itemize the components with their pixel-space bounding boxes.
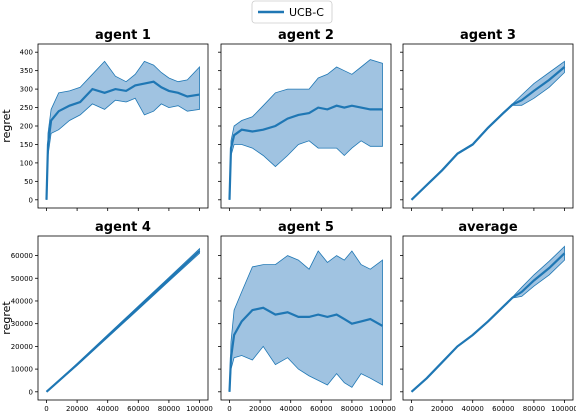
plot-frame <box>220 235 392 401</box>
series-line <box>45 80 200 200</box>
x-tick-label: 40000 <box>97 405 119 413</box>
x-tick-label: 60000 <box>310 405 332 413</box>
confidence-band <box>229 59 383 200</box>
series-line <box>228 104 383 200</box>
legend-label: UCB-C <box>289 6 324 19</box>
y-tick-label: 200 <box>20 123 33 131</box>
x-tick-label: 0 <box>409 405 413 413</box>
x-tick-label: 80000 <box>158 405 180 413</box>
y-tick-label: 30000 <box>11 320 33 328</box>
x-tick-label: 60000 <box>492 405 514 413</box>
legend: UCB-C <box>251 0 333 24</box>
series-line <box>228 306 384 392</box>
y-tick-label: 350 <box>20 67 33 75</box>
subplot-title: agent 1 <box>95 28 151 43</box>
y-tick-label: 10000 <box>11 366 33 374</box>
y-tick-label: 50 <box>24 178 33 186</box>
y-tick-label: 60000 <box>11 252 33 260</box>
subplot-title: average <box>458 220 518 235</box>
plot-frame <box>402 235 574 401</box>
y-tick-label: 150 <box>20 141 33 149</box>
subplot-grid: agent 1050100150200250300350400regretage… <box>0 28 576 416</box>
x-tick-label: 0 <box>44 405 48 413</box>
subplot-agent-4: agent 4 0 10000 20000 30000 40000 50000 60000 0 2… <box>0 220 213 416</box>
x-tick-label: 60000 <box>127 405 149 413</box>
y-tick-label: 250 <box>20 104 33 112</box>
subplot-agent-1: agent 1 0 50 100 150 200 250 300 350 400 regret <box>0 28 209 211</box>
legend-box <box>251 0 333 24</box>
y-tick-label: 0 <box>29 196 33 204</box>
x-tick-label: 20000 <box>249 405 271 413</box>
x-tick-label: 80000 <box>341 405 363 413</box>
series-line <box>410 66 566 201</box>
x-tick-label: 100000 <box>551 405 576 413</box>
y-tick-label: 400 <box>20 49 33 57</box>
series-line <box>410 252 566 393</box>
y-tick-label: 300 <box>20 86 33 94</box>
x-tick-label: 40000 <box>462 405 484 413</box>
plot-frame <box>37 235 209 401</box>
x-tick-label: 100000 <box>369 405 396 413</box>
subplot-title: agent 5 <box>278 220 334 235</box>
y-tick-label: 20000 <box>11 343 33 351</box>
x-tick-label: 80000 <box>523 405 545 413</box>
y-tick-label: 0 <box>29 388 33 396</box>
series-line <box>45 250 201 393</box>
subplot-title: agent 4 <box>95 220 151 235</box>
y-tick-label: 40000 <box>11 297 33 305</box>
y-axis-label: regret <box>0 301 13 335</box>
y-tick-label: 100 <box>20 159 33 167</box>
x-tick-label: 0 <box>227 405 231 413</box>
subplot-title: agent 3 <box>460 28 516 43</box>
subplot-agent-2: agent 2 <box>218 28 392 211</box>
x-tick-label: 20000 <box>66 405 88 413</box>
y-axis-label: regret <box>0 109 13 143</box>
subplot-agent-3: agent 3 <box>400 28 574 211</box>
x-tick-label: 20000 <box>431 405 453 413</box>
confidence-band <box>229 250 383 392</box>
subplot-agent-5: agent 5020000400006000080000100000time <box>218 220 396 416</box>
subplot-title: agent 2 <box>278 28 334 43</box>
subplot-average: average020000400006000080000100000time <box>400 220 576 416</box>
confidence-band <box>46 60 200 200</box>
y-tick-label: 50000 <box>11 275 33 283</box>
x-tick-label: 40000 <box>280 405 302 413</box>
x-tick-label: 100000 <box>186 405 213 413</box>
